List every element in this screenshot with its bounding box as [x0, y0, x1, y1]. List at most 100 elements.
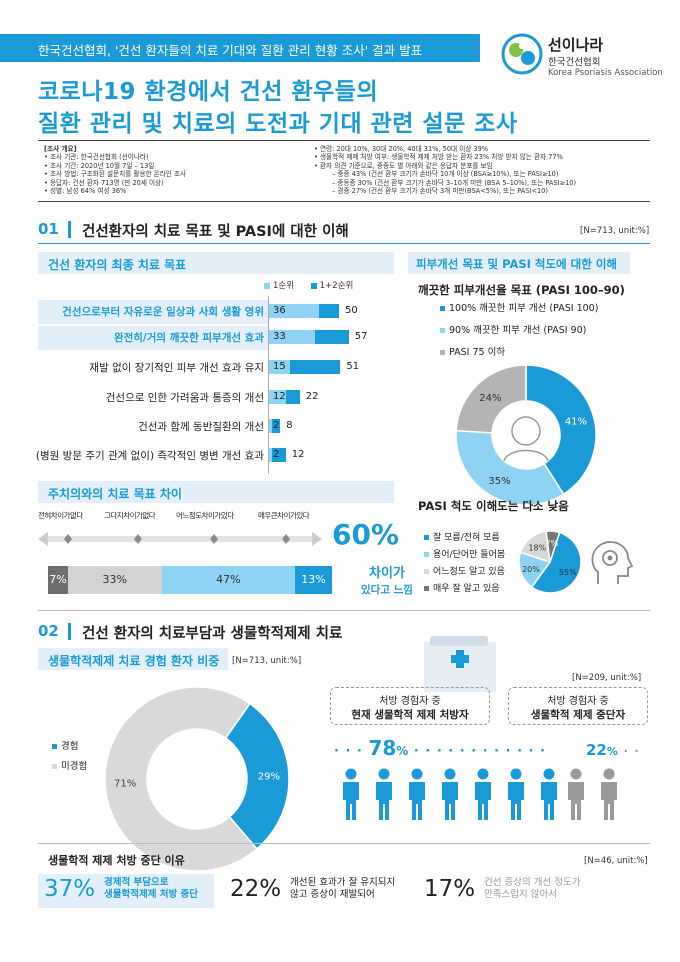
right-note: [N=209, unit:%]	[572, 673, 642, 683]
pasi-goal-slice-label: 24%	[479, 393, 501, 404]
goals-axis	[268, 296, 269, 474]
diff-stacked-bar: 7% 33% 47% 13%	[48, 566, 332, 594]
person-head	[378, 768, 390, 780]
stopped-pct-sign: %	[606, 745, 618, 758]
reason-line2: 않고 증상이 재발되어	[290, 889, 375, 900]
pasi-goal-title: 깨끗한 피부개선율 목표 (PASI 100–90)	[418, 283, 625, 297]
person-body	[568, 782, 584, 820]
diff-title: 주치의와의 치료 목표 차이	[38, 481, 394, 503]
legend1-label: 1순위	[273, 281, 295, 291]
stopped-pct: 22	[586, 741, 607, 759]
bio-legend-swatch	[52, 744, 57, 749]
goals-bar-rank1	[269, 330, 316, 344]
bio-legend-item: 미경험	[52, 758, 87, 772]
current-label1: 처방 경험자 중	[379, 696, 441, 707]
person-head	[510, 768, 522, 780]
goals-row-highlight	[38, 300, 268, 324]
section1-title: 건선환자의 치료 목표 및 PASI에 대한 이해	[82, 224, 349, 240]
logo-en: Korea Psoriasis Association	[548, 68, 663, 78]
reason-line1: 건선 증상의 개선 정도가	[484, 877, 581, 888]
survey-left-line: [조사 개요]	[44, 145, 77, 153]
goals-value-rank12: 12	[291, 449, 305, 460]
people-pictogram	[340, 768, 640, 824]
pasi-understand-slice-label: 7%	[546, 539, 559, 548]
person-body	[508, 782, 524, 820]
goals-category-label: 건선으로 인한 가려움과 통증의 개선	[105, 392, 264, 404]
person-icon	[442, 768, 458, 820]
pasi-understand-legend-swatch	[424, 552, 429, 557]
bio-legend-label: 미경험	[61, 761, 88, 772]
pasi-understand-legend-label: 어느정도 알고 있음	[433, 567, 505, 577]
bio-slice-label: 71%	[114, 779, 136, 790]
title-line2: 질환 관리 및 치료의 도전과 기대 관련 설문 조사	[38, 111, 518, 137]
reason-line1: 개선된 효과가 잘 유지되지	[290, 877, 396, 888]
reason-text: 건선 증상의 개선 정도가 만족스럽지 않아서	[484, 877, 580, 901]
reason-rule	[38, 843, 650, 844]
pasi-understand-slice-label: 55%	[559, 568, 577, 577]
pasi-goal-slice-label: 41%	[565, 416, 587, 427]
pasi-understand-legend-label: 매우 잘 알고 있음	[433, 584, 500, 594]
pasi-goal-legend-label: PASI 75 이하	[449, 347, 506, 358]
title-line1: 코로나19 환경에서 건선 환우들의	[38, 79, 379, 105]
pasi-goal-legend-item: 100% 깨끗한 피부 개선 (PASI 100)	[440, 300, 640, 314]
bio-legend-swatch	[52, 764, 57, 769]
pasi-goal-legend-swatch	[440, 306, 445, 311]
goals-value-rank12: 50	[345, 305, 358, 316]
pasi-understand-slice	[545, 530, 561, 563]
person-icon	[568, 768, 584, 820]
reason-note: [N=46, unit:%]	[584, 856, 648, 866]
pasi-understand-pie: 55% 20% 18%7%	[518, 530, 582, 594]
user-icon	[194, 756, 214, 776]
pasi-understand-legend-swatch	[424, 586, 429, 591]
goals-chart: 건선으로부터 자유로운 일상과 사회 생활 영위 36 50 완전히/거의 깨끗한 피…	[0, 0, 400, 480]
goals-bar-rank12	[290, 360, 341, 374]
survey-right: • 연령: 20대 10%, 30대 20%, 40대 31%, 50대 이상 …	[314, 145, 654, 195]
survey-right-line: – 중등증 30% (건선 환부 크기가 손바닥 3–10개 미만 (BSA 5…	[332, 178, 577, 187]
survey-left-line: • 조사 기간: 2020년 10월 7일 – 13일	[44, 161, 155, 170]
stopped-label1: 처방 경험자 중	[547, 696, 609, 707]
goals-bar-rank12	[271, 448, 286, 462]
logo-emblem-icon	[501, 33, 543, 75]
survey-left-line: • 성별: 남성 64% 여성 36%	[44, 187, 127, 196]
bio-legend-label: 경험	[61, 741, 79, 752]
person-body	[601, 782, 617, 820]
legend2-label: 1+2순위	[319, 281, 354, 291]
bio-slice	[224, 702, 290, 850]
section-separator	[38, 610, 650, 611]
face-icon	[511, 416, 541, 446]
pasi-understand-slice-label: 18%	[528, 544, 546, 553]
survey-right-line: • 환자 의견 기준으로, 중증도 별 아래와 같은 응답자 분포를 보임	[314, 161, 493, 170]
pasi-understand-legend-label: 용어/단어만 들어봄	[433, 550, 506, 560]
goals-category-label: 건선으로부터 자유로운 일상과 사회 생활 영위	[62, 306, 264, 318]
pasi-understand-legend-swatch	[424, 569, 429, 574]
logo: 선이나라 한국건선협회 Korea Psoriasis Association	[500, 30, 670, 90]
person-icon	[508, 768, 524, 820]
person-icon	[376, 768, 392, 820]
diff-caption1: 차이가	[369, 566, 405, 581]
survey-left-line: • 응답자: 건선 환자 713명 (만 20세 이상)	[44, 178, 164, 187]
person-body	[541, 782, 557, 820]
goals-bar-rank1	[269, 390, 286, 404]
diff-scale-labels: 전혀차이가없다 그다지차이가없다 어느정도차이가있다 매우큰차이가있다	[38, 510, 338, 524]
diff-arrow-icon	[38, 532, 322, 546]
pasi-understand-legend-swatch	[424, 535, 429, 540]
stopped-pct-wrap: 22% · ·	[586, 741, 640, 759]
current-pct-wrap: · · · 78% · · · · · · · · · · · ·	[334, 736, 546, 760]
person-head	[444, 768, 456, 780]
section1-rule	[38, 243, 650, 244]
goals-category-label: 완전히/거의 깨끗한 피부개선 효과	[113, 332, 264, 344]
survey-right-line: • 연령: 20대 10%, 30대 20%, 40대 31%, 50대 이상 …	[314, 145, 489, 153]
diff-scale-label: 어느정도차이가있다	[176, 511, 234, 520]
survey-right-line: • 생물학적 제제 처방 여부: 생물학적 제제 처방 받는 환자 23% 처방…	[314, 153, 563, 162]
person-icon	[541, 768, 557, 820]
bio-note: [N=713, unit:%]	[232, 656, 302, 666]
goals-value-rank12: 22	[305, 391, 319, 402]
person-head	[345, 768, 357, 780]
goals-bar-rank12	[315, 330, 349, 344]
person-body	[376, 782, 392, 820]
legend1-swatch	[264, 282, 270, 289]
goals-bar-rank12	[285, 390, 300, 404]
goals-bar-rank1	[269, 304, 320, 318]
person-icon	[601, 768, 617, 820]
